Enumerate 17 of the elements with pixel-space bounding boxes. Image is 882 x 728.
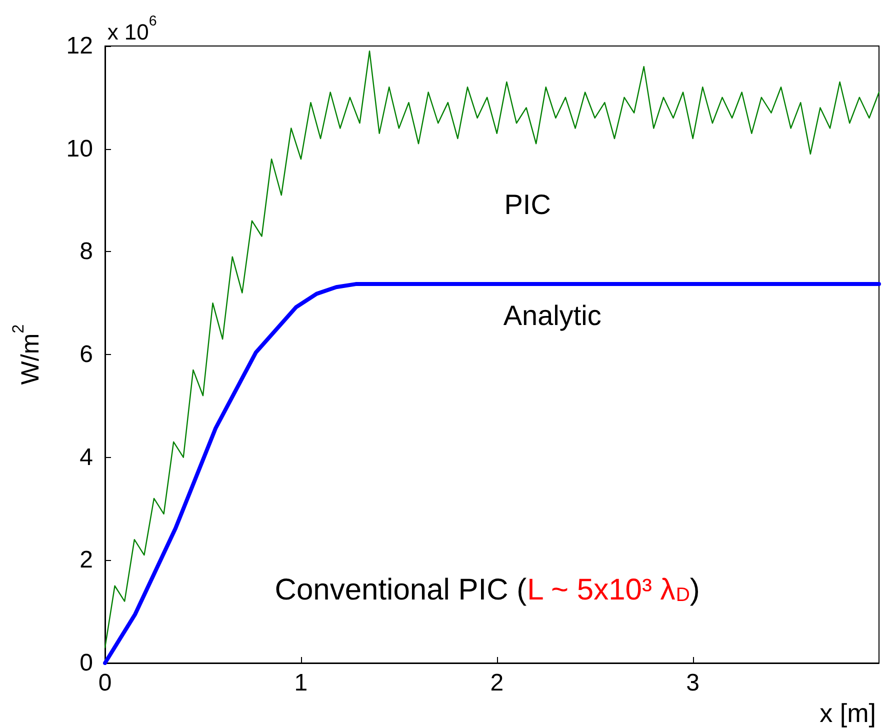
y-axis-title: W/m2 (10, 324, 44, 385)
y-tick-label: 4 (80, 444, 93, 471)
annotation: Conventional PIC (L ~ 5x10³ λD) (274, 573, 700, 606)
x-tick-label: 1 (294, 670, 308, 696)
y-tick-label: 0 (80, 650, 93, 676)
x-axis-title: x [m] (820, 698, 876, 728)
x-tick-label: 0 (98, 670, 112, 696)
y-tick-label: 6 (80, 341, 93, 368)
annotation: PIC (504, 188, 551, 220)
line-series (104, 50, 880, 648)
x-tick-label: 3 (686, 670, 700, 696)
annotation: Analytic (503, 300, 602, 332)
y-tick-label: 2 (80, 546, 93, 574)
x-tick-label: 2 (490, 670, 504, 696)
y-tick-label: 10 (66, 135, 93, 162)
y-tick-label: 8 (80, 238, 93, 266)
y-tick-label: 12 (66, 32, 93, 60)
